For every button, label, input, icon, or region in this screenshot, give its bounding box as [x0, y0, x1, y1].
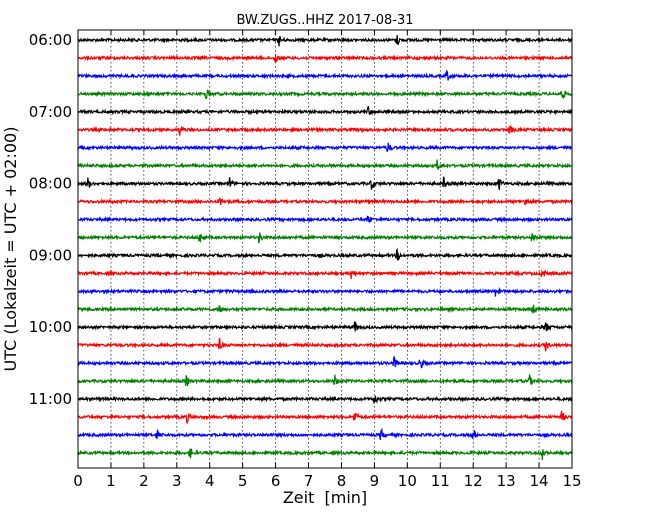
x-tick-label: 8 — [337, 472, 347, 490]
x-tick-label: 7 — [304, 472, 314, 490]
trace-line — [78, 215, 572, 224]
x-tick-label: 2 — [139, 472, 149, 490]
y-tick-label: 09:00 — [29, 246, 72, 264]
trace-line — [78, 247, 572, 261]
trace-line — [78, 232, 572, 244]
x-tick-label: 9 — [370, 472, 380, 490]
x-ticks: 0 1 2 3 4 5 6 7 8 9 10 11 12 13 14 15 — [73, 30, 582, 490]
trace-line — [78, 304, 572, 314]
y-ticks: 06:00 07:00 08:00 09:00 10:00 11:00 — [29, 31, 572, 408]
trace-line — [78, 159, 572, 170]
x-tick-label: 3 — [172, 472, 182, 490]
x-tick-label: 6 — [271, 472, 281, 490]
y-tick-label: 08:00 — [29, 175, 72, 193]
grid-lines — [110, 30, 540, 468]
trace-line — [78, 54, 572, 64]
trace-line — [78, 427, 572, 440]
trace-line — [78, 69, 572, 81]
trace-line — [78, 89, 572, 100]
trace-line — [78, 286, 572, 297]
y-tick-label: 10:00 — [29, 318, 72, 336]
y-tick-label: 06:00 — [29, 31, 72, 49]
x-tick-label: 14 — [530, 472, 549, 490]
plot-frame — [77, 29, 573, 469]
trace-line — [78, 321, 572, 332]
trace-line — [78, 269, 572, 280]
trace-line — [78, 34, 572, 47]
y-tick-label: 07:00 — [29, 103, 72, 121]
trace-line — [78, 395, 572, 404]
x-tick-label: 11 — [431, 472, 450, 490]
trace-group — [78, 34, 572, 461]
x-tick-label: 1 — [106, 472, 116, 490]
trace-line — [78, 105, 572, 116]
trace-line — [78, 176, 572, 190]
trace-line — [78, 197, 572, 206]
x-tick-label: 15 — [562, 472, 581, 490]
x-tick-label: 5 — [238, 472, 248, 490]
trace-line — [78, 410, 572, 425]
trace-line — [78, 337, 572, 352]
trace-line — [78, 142, 572, 152]
trace-line — [78, 124, 572, 137]
x-tick-label: 12 — [464, 472, 483, 490]
x-axis-label: Zeit [min] — [283, 488, 367, 507]
y-axis-label: UTC (Lokalzeit = UTC + 02:00) — [1, 127, 20, 372]
x-tick-label: 4 — [205, 472, 215, 490]
x-tick-label: 0 — [73, 472, 83, 490]
trace-line — [78, 373, 572, 386]
trace-line — [78, 356, 572, 369]
x-tick-label: 13 — [497, 472, 516, 490]
y-tick-label: 11:00 — [29, 390, 72, 408]
trace-line — [78, 448, 572, 461]
x-tick-label: 10 — [398, 472, 417, 490]
chart-title: BW.ZUGS..HHZ 2017-08-31 — [236, 13, 413, 28]
